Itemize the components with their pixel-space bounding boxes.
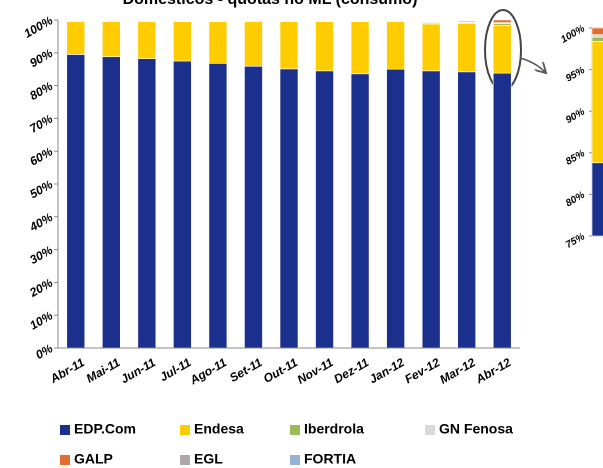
legend-label: GALP [74, 451, 113, 467]
bar-segment [457, 71, 476, 349]
bar-segment [315, 21, 334, 72]
bar-segment [457, 20, 476, 23]
bar-segment [279, 68, 299, 349]
bar-segment [66, 21, 86, 55]
y-tick-label: 70% [27, 111, 55, 135]
bar-segment [492, 19, 512, 23]
bar-segment [421, 21, 441, 24]
legend-label: EDP.Com [74, 421, 136, 437]
bar-segment [208, 21, 228, 64]
x-tick-label: Jul-11 [157, 355, 194, 384]
bar-segment [102, 21, 121, 58]
bar-segment [591, 34, 603, 38]
y-tick-label: 40% [26, 210, 55, 235]
bar-segment [492, 72, 512, 349]
bar-segment [137, 58, 157, 349]
y-tick-label: 60% [27, 144, 55, 168]
legend-swatch [290, 425, 300, 435]
x-tick-label: Mar-12 [437, 355, 478, 387]
bar-segment [591, 36, 603, 42]
legend-label: Iberdrola [304, 421, 364, 437]
legend-swatch [180, 425, 190, 435]
x-tick-label: Abr-12 [473, 355, 514, 387]
bar-segment [137, 21, 157, 60]
y-tick-label: 90% [564, 107, 587, 127]
y-tick-label: 75% [564, 231, 587, 251]
bar-segment [173, 21, 192, 62]
x-tick-label: Ago-11 [187, 355, 230, 388]
bar-segment [350, 73, 370, 349]
legend-swatch [425, 425, 435, 435]
bar-segment [421, 70, 441, 349]
y-tick-label: 10% [27, 308, 55, 332]
x-tick-label: Mai-11 [84, 355, 123, 386]
y-tick-label: 20% [26, 275, 55, 300]
y-tick-label: 30% [27, 243, 55, 267]
bar-segment [208, 62, 228, 349]
legend-label: Endesa [194, 421, 244, 437]
zoom-bar [591, 27, 603, 237]
bar-segment [421, 23, 441, 72]
bar-segment [386, 68, 405, 349]
x-tick-label: Out-11 [261, 355, 300, 386]
chart-title: Domésticos - quotas no ML (consumo) [123, 0, 418, 8]
x-tick-label: Jun-11 [118, 355, 158, 386]
x-tick-label: Jan-12 [367, 355, 407, 386]
bar-segment [386, 21, 405, 70]
y-tick-label: 80% [564, 190, 587, 210]
y-tick-label: 100% [559, 23, 587, 45]
bar-segment [591, 162, 603, 237]
legend-swatch [60, 455, 70, 465]
zoom-arrow [519, 57, 545, 72]
bar-segment [315, 70, 334, 349]
legend-swatch [60, 425, 70, 435]
bar-segment [457, 22, 476, 73]
bar-segment [66, 54, 86, 349]
legend-label: FORTIA [304, 451, 356, 467]
legend-swatch [290, 455, 300, 465]
bar-segment [591, 41, 603, 164]
x-tick-label: Fev-12 [402, 355, 442, 386]
y-tick-label: 85% [564, 148, 587, 168]
y-tick-label: 50% [27, 177, 55, 201]
bar-segment [492, 24, 512, 74]
legend-label: EGL [194, 451, 223, 467]
x-tick-label: Set-11 [227, 355, 265, 385]
y-tick-label: 95% [564, 65, 587, 85]
y-tick-label: 0% [33, 341, 55, 362]
bar-segment [591, 27, 603, 35]
x-tick-label: Abr-11 [47, 355, 87, 386]
bar-segment [102, 56, 121, 349]
y-tick-label: 100% [21, 13, 55, 41]
bar-segment [244, 65, 263, 349]
bar-segment [244, 21, 263, 67]
y-tick-label: 90% [27, 46, 55, 70]
y-tick-label: 80% [27, 79, 55, 103]
bar-segment [350, 21, 370, 75]
x-tick-label: Dez-11 [331, 355, 371, 386]
legend-label: GN Fenosa [439, 421, 513, 437]
bar-segment [279, 21, 299, 70]
x-tick-label: Nov-11 [295, 355, 336, 387]
legend-swatch [180, 455, 190, 465]
bar-segment [173, 60, 192, 349]
